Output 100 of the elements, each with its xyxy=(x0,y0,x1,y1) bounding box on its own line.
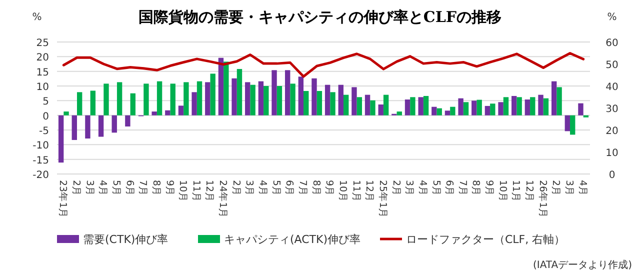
y-tick-label: 10 xyxy=(36,82,49,93)
y-tick-label: -15 xyxy=(32,155,49,166)
bar xyxy=(290,84,296,116)
x-tick-label: 9月 xyxy=(484,180,495,196)
x-tick-label: 4月 xyxy=(257,180,268,196)
bar xyxy=(564,115,570,132)
x-tick-label: 25年1月 xyxy=(376,180,389,218)
x-tick-label: 12月 xyxy=(524,180,535,202)
x-tick-label: 6月 xyxy=(444,180,455,196)
y-tick-label: -5 xyxy=(39,126,49,137)
bar xyxy=(90,90,96,116)
x-tick-label: 11月 xyxy=(510,180,522,202)
bar xyxy=(472,100,477,116)
bar xyxy=(330,92,336,116)
bar xyxy=(551,81,557,116)
bar xyxy=(556,87,562,116)
bar xyxy=(538,94,544,116)
x-tick-label: 4月 xyxy=(416,180,428,196)
x-tick-label: 2月 xyxy=(230,180,242,196)
y2-tick-label: 60 xyxy=(606,38,618,49)
bar xyxy=(284,70,290,116)
bar xyxy=(178,106,184,116)
bar xyxy=(503,97,509,116)
bar xyxy=(196,81,202,116)
bar xyxy=(378,104,384,116)
bar xyxy=(432,106,437,116)
bar xyxy=(304,90,309,116)
x-tick-label: 8月 xyxy=(150,180,162,196)
y-tick-label: 0 xyxy=(42,111,49,122)
bar xyxy=(218,58,224,116)
x-tick-label: 3月 xyxy=(84,180,95,196)
y2-tick-label: 30 xyxy=(606,104,618,115)
y-tick-label: 15 xyxy=(36,67,49,78)
x-tick-label: 26年1月 xyxy=(536,180,549,218)
bar xyxy=(85,115,90,139)
bar xyxy=(370,100,376,116)
x-tick-label: 5月 xyxy=(430,180,442,196)
bar xyxy=(410,97,416,116)
x-tick-label: 12月 xyxy=(364,180,375,202)
bar xyxy=(444,110,450,116)
y-tick-label: -10 xyxy=(32,140,49,152)
bar xyxy=(104,84,109,116)
x-tick-label: 2月 xyxy=(550,180,562,196)
line-series xyxy=(62,52,585,78)
bar xyxy=(436,108,442,116)
bar xyxy=(264,86,269,116)
bar xyxy=(184,82,189,116)
bar xyxy=(356,97,362,116)
bar xyxy=(418,97,424,116)
text: (IATAデータより作成) xyxy=(533,259,632,271)
x-tick-label: 4月 xyxy=(97,180,108,196)
x-tick-label: 24年1月 xyxy=(217,180,230,218)
bar xyxy=(352,87,357,116)
bar xyxy=(112,115,117,133)
bar xyxy=(463,102,469,116)
x-tick-label: 3月 xyxy=(404,180,415,196)
x-tick-label: 6月 xyxy=(124,180,135,196)
bar xyxy=(316,90,322,116)
bar xyxy=(484,106,490,116)
bar xyxy=(312,78,317,116)
bar xyxy=(423,96,429,116)
bar xyxy=(236,68,242,116)
x-tick-label: 5月 xyxy=(270,180,282,196)
bar xyxy=(298,76,304,116)
chart-title: 国際貨物の需要・キャパシティの伸び率とCLFの推移 xyxy=(138,8,502,26)
x-tick-label: 9月 xyxy=(324,180,335,196)
bar xyxy=(125,115,130,126)
bar xyxy=(543,98,549,116)
x-tick-label: 3月 xyxy=(564,180,575,196)
legend-label: 需要(CTK)伸び率 xyxy=(83,233,168,246)
bar xyxy=(276,86,282,116)
x-tick-label: 11月 xyxy=(190,180,202,202)
bar xyxy=(210,74,216,116)
bar xyxy=(498,102,504,116)
bar xyxy=(343,94,349,116)
bar xyxy=(224,62,229,116)
bar xyxy=(205,82,210,116)
x-tick-label: 10月 xyxy=(496,180,508,202)
bar xyxy=(152,112,157,116)
bar xyxy=(512,96,517,116)
bar xyxy=(272,70,277,116)
x-tick-label: 9月 xyxy=(164,180,175,196)
bar xyxy=(130,93,136,116)
bar xyxy=(450,106,456,116)
legend-label: ロードファクター（CLF, 右軸） xyxy=(406,233,566,246)
bar xyxy=(165,110,170,116)
bar xyxy=(324,84,330,116)
x-tick-label: 4月 xyxy=(576,180,588,196)
bar xyxy=(245,82,250,116)
bar xyxy=(404,99,410,116)
y2-tick-label: 20 xyxy=(606,126,618,137)
bar xyxy=(530,97,536,116)
x-tick-label: 2月 xyxy=(70,180,82,196)
x-tick-label: 10月 xyxy=(177,180,188,202)
bar xyxy=(232,78,237,116)
bar xyxy=(116,82,122,116)
bar xyxy=(396,112,402,116)
bar xyxy=(156,81,162,116)
bar xyxy=(516,97,522,116)
bar xyxy=(98,115,104,137)
